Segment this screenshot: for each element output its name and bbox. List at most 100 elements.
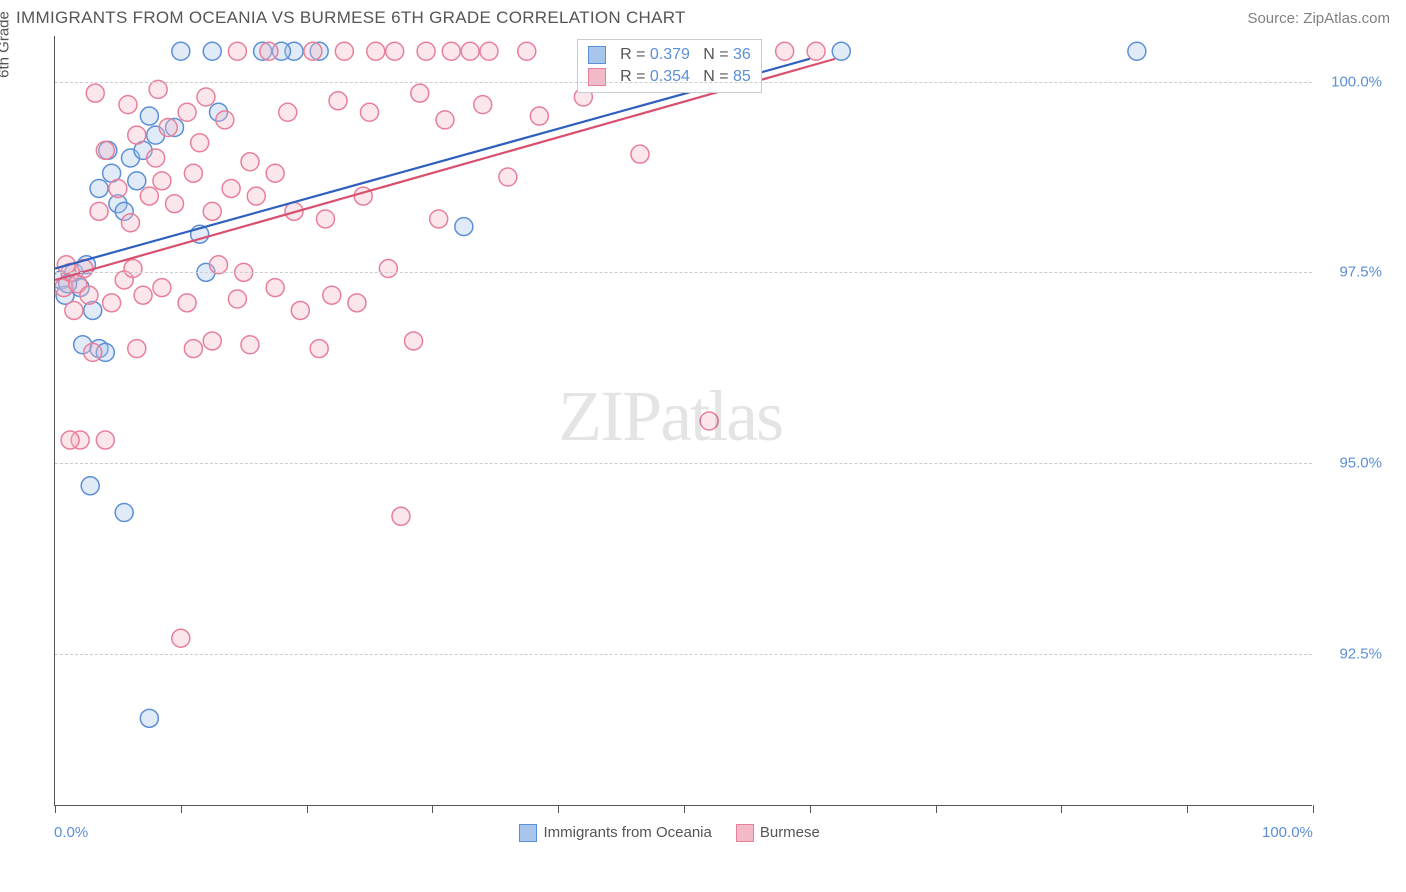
data-point bbox=[222, 179, 240, 197]
data-point bbox=[84, 343, 102, 361]
data-point bbox=[128, 172, 146, 190]
x-tick-mark bbox=[810, 805, 811, 813]
data-point bbox=[197, 88, 215, 106]
data-point bbox=[335, 42, 353, 60]
plot-area: ZIPatlas R = 0.379 N = 36R = 0.354 N = 8… bbox=[54, 36, 1312, 806]
x-tick-mark bbox=[558, 805, 559, 813]
series-legend-label: Immigrants from Oceania bbox=[543, 824, 711, 841]
data-point bbox=[140, 709, 158, 727]
gridline-h bbox=[55, 463, 1312, 464]
data-point bbox=[147, 149, 165, 167]
data-point bbox=[405, 332, 423, 350]
data-point bbox=[436, 111, 454, 129]
data-point bbox=[266, 164, 284, 182]
gridline-h bbox=[55, 654, 1312, 655]
data-point bbox=[247, 187, 265, 205]
data-point bbox=[480, 42, 498, 60]
data-point bbox=[430, 210, 448, 228]
legend-swatch bbox=[736, 824, 754, 842]
data-point bbox=[65, 301, 83, 319]
data-point bbox=[442, 42, 460, 60]
legend-row: R = 0.379 N = 36 bbox=[588, 44, 751, 66]
legend-text: R = 0.379 N = 36 bbox=[620, 46, 751, 64]
data-point bbox=[86, 84, 104, 102]
data-point bbox=[153, 172, 171, 190]
data-point bbox=[379, 260, 397, 278]
series-legend-item: Burmese bbox=[736, 824, 820, 842]
legend-swatch bbox=[588, 68, 606, 86]
y-tick-label: 100.0% bbox=[1322, 73, 1382, 90]
data-point bbox=[631, 145, 649, 163]
data-point bbox=[81, 477, 99, 495]
data-point bbox=[310, 340, 328, 358]
data-point bbox=[149, 80, 167, 98]
legend-row: R = 0.354 N = 85 bbox=[588, 66, 751, 88]
data-point bbox=[121, 214, 139, 232]
series-legend: Immigrants from Oceania Burmese bbox=[519, 824, 819, 842]
data-point bbox=[832, 42, 850, 60]
data-point bbox=[279, 103, 297, 121]
data-point bbox=[134, 286, 152, 304]
legend-swatch bbox=[519, 824, 537, 842]
data-point bbox=[266, 279, 284, 297]
data-point bbox=[128, 340, 146, 358]
data-point bbox=[1128, 42, 1146, 60]
correlation-legend: R = 0.379 N = 36 R = 0.354 N = 85 bbox=[577, 39, 762, 93]
chart-header: IMMIGRANTS FROM OCEANIA VS BURMESE 6TH G… bbox=[0, 0, 1406, 32]
y-tick-label: 92.5% bbox=[1322, 645, 1382, 662]
data-point bbox=[291, 301, 309, 319]
data-point bbox=[90, 202, 108, 220]
data-point bbox=[178, 294, 196, 312]
data-point bbox=[103, 294, 121, 312]
data-point bbox=[203, 42, 221, 60]
data-point bbox=[159, 118, 177, 136]
data-point bbox=[140, 187, 158, 205]
data-point bbox=[241, 153, 259, 171]
y-tick-label: 95.0% bbox=[1322, 454, 1382, 471]
data-point bbox=[96, 431, 114, 449]
data-point bbox=[241, 336, 259, 354]
legend-text: R = 0.354 N = 85 bbox=[620, 68, 751, 86]
scatter-svg bbox=[55, 36, 1313, 806]
data-point bbox=[530, 107, 548, 125]
y-axis-label: 6th Grade bbox=[0, 11, 13, 78]
gridline-h bbox=[55, 272, 1312, 273]
data-point bbox=[348, 294, 366, 312]
data-point bbox=[124, 260, 142, 278]
data-point bbox=[361, 103, 379, 121]
x-tick-mark bbox=[1187, 805, 1188, 813]
data-point bbox=[392, 507, 410, 525]
series-legend-label: Burmese bbox=[760, 824, 820, 841]
data-point bbox=[329, 92, 347, 110]
data-point bbox=[119, 96, 137, 114]
x-tick-mark bbox=[1313, 805, 1314, 813]
series-legend-item: Immigrants from Oceania bbox=[519, 824, 711, 842]
x-tick-mark bbox=[55, 805, 56, 813]
data-point bbox=[203, 332, 221, 350]
data-point bbox=[304, 42, 322, 60]
data-point bbox=[184, 340, 202, 358]
data-point bbox=[776, 42, 794, 60]
x-tick-mark bbox=[307, 805, 308, 813]
data-point bbox=[807, 42, 825, 60]
chart-title: IMMIGRANTS FROM OCEANIA VS BURMESE 6TH G… bbox=[16, 8, 686, 28]
x-tick-mark bbox=[181, 805, 182, 813]
data-point bbox=[386, 42, 404, 60]
data-point bbox=[455, 218, 473, 236]
data-point bbox=[499, 168, 517, 186]
data-point bbox=[96, 141, 114, 159]
data-point bbox=[316, 210, 334, 228]
data-point bbox=[461, 42, 479, 60]
data-point bbox=[210, 256, 228, 274]
data-point bbox=[474, 96, 492, 114]
data-point bbox=[153, 279, 171, 297]
data-point bbox=[128, 126, 146, 144]
data-point bbox=[80, 286, 98, 304]
data-point bbox=[260, 42, 278, 60]
x-tick-mark bbox=[684, 805, 685, 813]
x-tick-mark bbox=[936, 805, 937, 813]
gridline-h bbox=[55, 82, 1312, 83]
data-point bbox=[216, 111, 234, 129]
data-point bbox=[417, 42, 435, 60]
data-point bbox=[166, 195, 184, 213]
